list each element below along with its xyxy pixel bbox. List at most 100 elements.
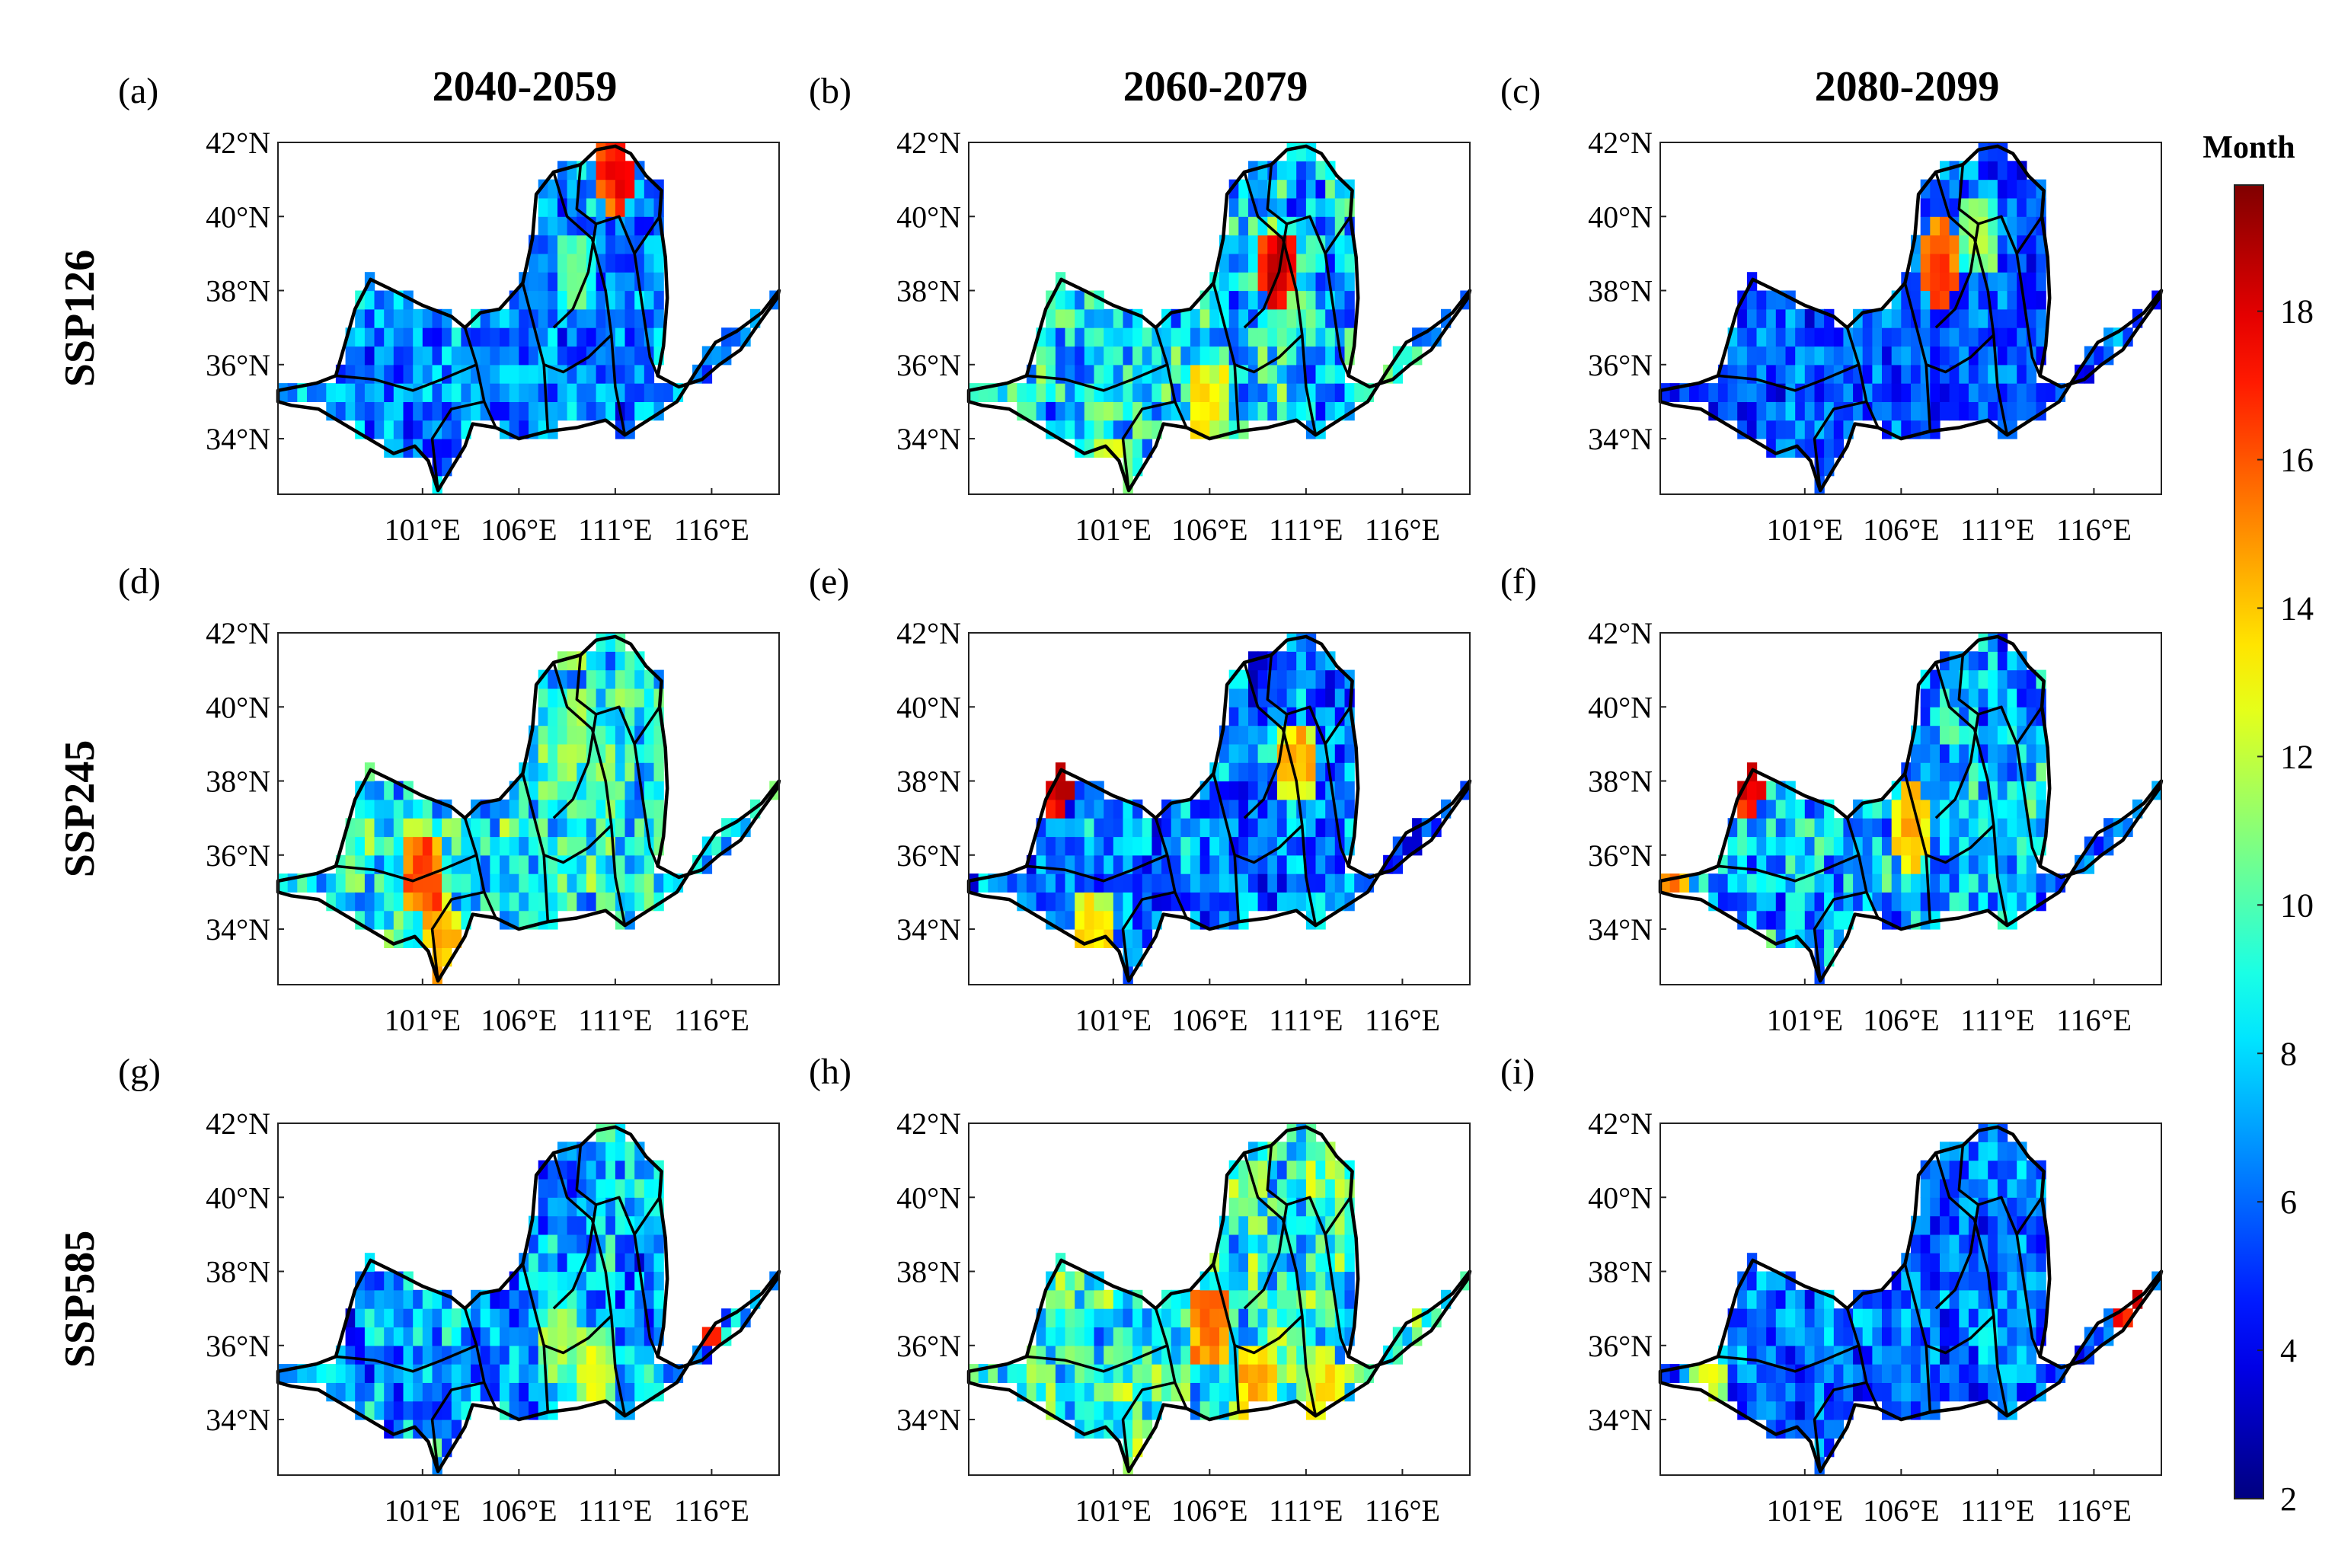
grid-cell — [1036, 346, 1046, 366]
grid-cell — [1814, 327, 1825, 347]
x-tick-label: 116°E — [1365, 1493, 1440, 1528]
grid-cell — [1075, 308, 1085, 328]
grid-cell — [1785, 1327, 1796, 1346]
grid-cell — [1325, 364, 1336, 384]
grid-cell — [2094, 836, 2104, 856]
grid-cell — [1940, 836, 1950, 856]
y-tick-label: 34°N — [1588, 912, 1653, 947]
grid-cell — [1959, 1253, 1969, 1273]
grid-cell — [634, 836, 645, 856]
colorbar-tick-label: 12 — [2280, 738, 2314, 775]
grid-cell — [1267, 743, 1278, 763]
grid-cell — [1248, 1382, 1259, 1402]
y-tick-label: 42°N — [896, 126, 961, 160]
grid-cell — [1248, 1364, 1259, 1383]
grid-cell — [1238, 1234, 1249, 1253]
grid-cell — [596, 383, 606, 402]
grid-cell — [1949, 1234, 1960, 1253]
grid-cell — [451, 1364, 462, 1383]
grid-cell — [355, 1364, 366, 1383]
grid-cell — [2036, 818, 2046, 838]
grid-cell — [1344, 818, 1355, 838]
grid-cell — [1930, 1215, 1941, 1235]
grid-cell — [1949, 1308, 1960, 1328]
grid-cell — [1325, 1308, 1336, 1328]
y-tick-label: 40°N — [1588, 1180, 1653, 1215]
grid-cell — [1238, 873, 1249, 893]
grid-cell — [1315, 707, 1326, 727]
grid-cell — [586, 290, 597, 310]
grid-cell — [393, 1382, 404, 1402]
grid-cell — [1824, 327, 1835, 347]
grid-cell — [1267, 892, 1278, 912]
grid-cell — [1007, 1364, 1017, 1383]
grid-cell — [1065, 1289, 1075, 1309]
y-tick-label: 38°N — [1588, 1255, 1653, 1289]
grid-cell — [374, 308, 385, 328]
grid-cell — [1920, 235, 1931, 254]
subbasin-boundary — [1266, 164, 1350, 377]
grid-cell — [1238, 216, 1249, 236]
grid-cell — [1248, 1197, 1259, 1217]
grid-cell — [509, 1382, 519, 1402]
grid-cell — [1248, 401, 1259, 421]
subbasin-boundary — [1243, 714, 1289, 819]
grid-cell — [1968, 781, 1979, 800]
grid-cell — [557, 1253, 568, 1273]
grid-cell — [596, 707, 606, 727]
grid-cell — [1276, 327, 1288, 347]
grid-cell — [2007, 799, 2017, 819]
subbasin-boundary — [430, 400, 485, 491]
grid-cell — [1113, 1308, 1124, 1328]
grid-cell — [374, 1289, 385, 1309]
grid-cell — [1305, 364, 1317, 384]
y-tick-label: 42°N — [206, 1107, 270, 1141]
grid-cell — [364, 1289, 375, 1309]
grid-cell — [1901, 420, 1912, 439]
grid-cell — [1911, 272, 1921, 292]
grid-cell — [1161, 327, 1172, 347]
grid-cell — [1997, 1308, 2008, 1328]
grid-cell — [355, 346, 366, 366]
grid-cell — [1930, 346, 1941, 366]
grid-cell — [634, 346, 645, 366]
grid-cell — [1775, 1420, 1787, 1439]
grid-cell — [1055, 308, 1066, 328]
grid-cell — [1853, 818, 1864, 838]
grid-cell — [1296, 197, 1307, 217]
grid-cell — [413, 1289, 423, 1309]
grid-cell — [538, 1234, 548, 1253]
grid-cell — [393, 439, 404, 458]
grid-cell — [1094, 799, 1104, 819]
grid-cell — [615, 1289, 626, 1309]
grid-cell — [1296, 651, 1307, 671]
grid-cell — [1248, 364, 1259, 384]
grid-cell — [422, 383, 433, 402]
grid-cell — [1930, 1197, 1941, 1217]
grid-cell — [557, 1345, 568, 1365]
grid-cell — [1978, 1197, 1988, 1217]
grid-cell — [1804, 364, 1816, 384]
grid-cell — [1276, 688, 1288, 707]
grid-cell — [1949, 892, 1960, 912]
grid-cell — [711, 346, 722, 366]
grid-cell — [403, 420, 414, 439]
grid-cell — [1325, 216, 1336, 236]
grid-cell — [403, 836, 414, 856]
grid-cell — [1727, 1364, 1738, 1383]
grid-cell — [335, 873, 347, 893]
subbasin-boundary — [1324, 706, 1352, 745]
grid-cell — [1756, 892, 1767, 912]
grid-cell — [1766, 346, 1777, 366]
grid-cell — [538, 235, 548, 254]
grid-cell — [1891, 1308, 1902, 1328]
x-tick-label: 111°E — [1269, 1493, 1343, 1528]
grid-cell — [1286, 688, 1297, 707]
column-header-3: 2080-2099 — [1815, 63, 2000, 110]
grid-cell — [500, 1345, 510, 1365]
grid-cell — [1286, 1327, 1297, 1346]
grid-cell — [1334, 873, 1346, 893]
grid-cell — [1978, 235, 1988, 254]
grid-cell — [2026, 707, 2037, 727]
grid-cell — [596, 1345, 606, 1365]
